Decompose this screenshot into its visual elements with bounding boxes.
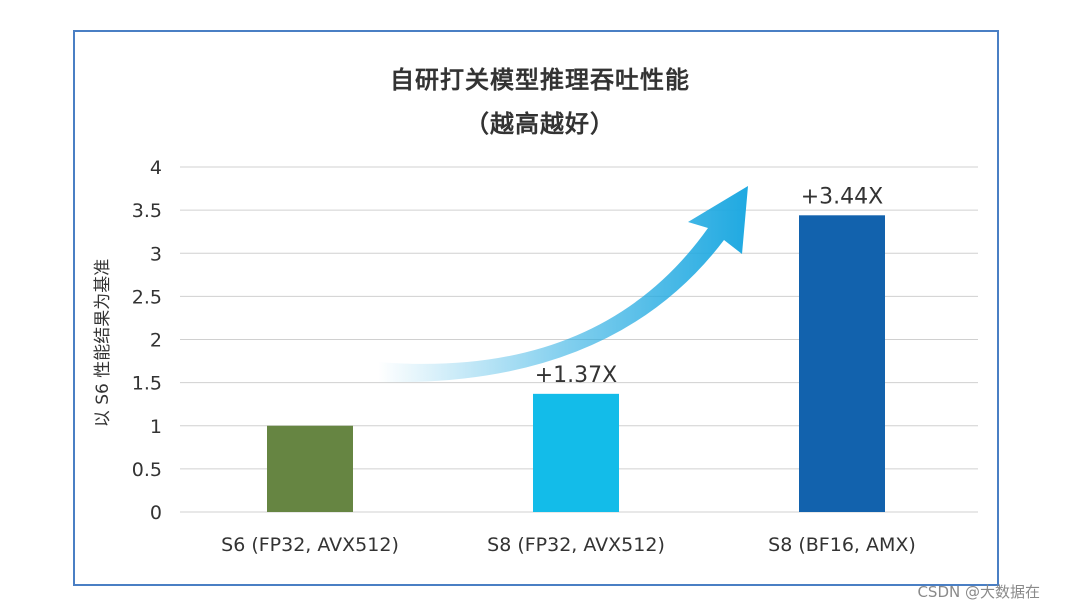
y-tick-label: 1 [150,416,162,438]
y-tick-label: 3.5 [132,200,162,222]
x-tick-label: S8 (FP32, AVX512) [487,534,665,556]
y-tick-label: 3 [150,243,162,265]
bar [267,425,353,512]
y-tick-label: 2.5 [132,286,162,308]
data-label: +3.44X [801,184,884,209]
chart-subtitle: （越高越好） [465,110,615,138]
y-tick-label: 1.5 [132,373,162,395]
data-label: +1.37X [535,363,618,388]
y-tick-label: 0 [150,502,162,524]
y-tick-label: 2 [150,330,162,352]
bar [533,393,619,512]
bar [799,215,885,513]
y-tick-label: 4 [150,157,162,179]
chart-title: 自研打关模型推理吞吐性能 [390,66,690,94]
x-tick-label: S6 (FP32, AVX512) [221,534,399,556]
y-tick-label: 0.5 [132,459,162,481]
watermark: CSDN @大数据在 [917,583,1040,601]
y-axis-label: 以 S6 性能结果为基准 [93,259,113,427]
x-tick-label: S8 (BF16, AMX) [768,534,916,556]
growth-arrow-icon [378,186,748,383]
